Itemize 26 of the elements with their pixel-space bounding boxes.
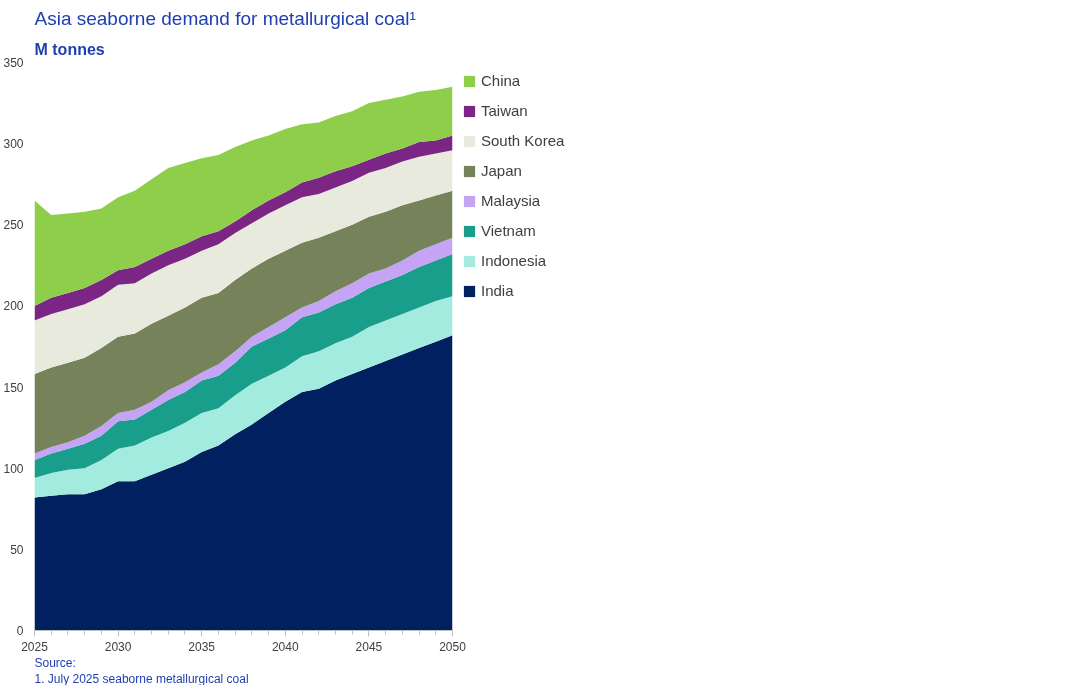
legend-label: Malaysia [481,192,541,209]
x-tick-label: 2045 [355,639,383,654]
y-tick-label: 150 [3,380,24,395]
legend-label: Japan [481,162,522,179]
legend-label: Vietnam [481,222,536,239]
source-note: Source: [34,655,76,670]
x-tick-label: 2025 [21,639,49,654]
y-tick-label: 350 [3,56,24,70]
y-tick-label: 300 [3,137,24,152]
chart-title: Asia seaborne demand for metallurgical coal¹ [34,7,416,29]
x-tick-label: 2030 [104,639,132,654]
legend-label: South Korea [481,132,565,149]
legend-label: China [481,72,521,89]
y-tick-label: 250 [3,218,24,233]
y-tick-label: 50 [10,542,24,557]
legend-label: Taiwan [481,102,528,119]
y-tick-label: 100 [3,461,24,476]
text: 1. July 2025 seaborne metallurgical coal [34,671,249,686]
y-tick-label: 0 [16,624,24,638]
y-tick-label: 200 [3,299,24,314]
x-tick-label: 2050 [439,639,467,654]
chart-subtitle: M tonnes [34,40,105,58]
x-tick-label: 2035 [188,639,216,654]
legend-label: Indonesia [481,252,547,269]
x-tick-label: 2040 [271,639,299,654]
legend-label: India [481,282,514,299]
